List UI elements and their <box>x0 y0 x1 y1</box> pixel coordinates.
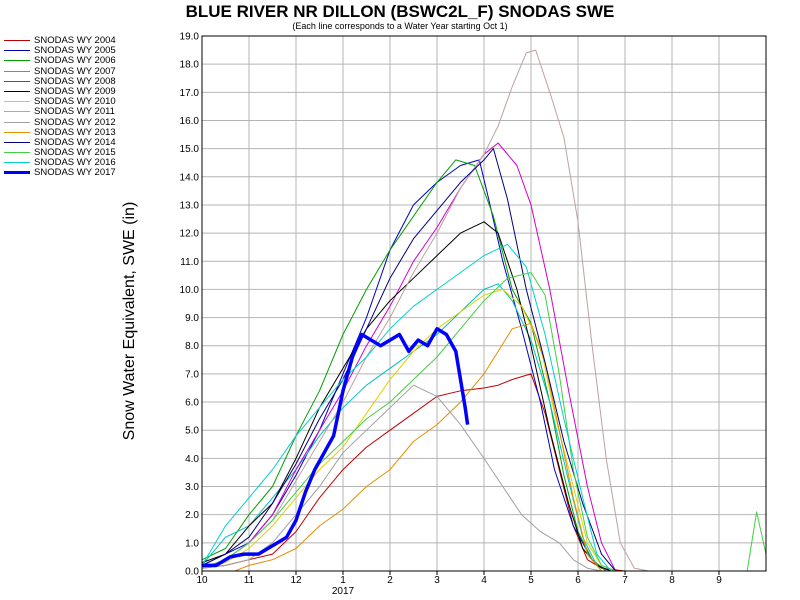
legend-label: SNODAS WY 2004 <box>34 35 116 46</box>
x-tick-label: 2 <box>387 575 393 586</box>
legend-label: SNODAS WY 2008 <box>34 75 116 87</box>
series-line-snodas-wy-2004 <box>201 373 626 572</box>
legend-label: SNODAS WY 2016 <box>34 157 116 169</box>
y-tick-label: 15.0 <box>180 144 200 155</box>
series-line-snodas-wy-2008 <box>201 142 617 572</box>
chart-subtitle: (Each line corresponds to a Water Year s… <box>292 21 508 31</box>
legend-label: SNODAS WY 2014 <box>34 136 116 148</box>
x-tick-label: 10 <box>196 575 208 586</box>
series-line-snodas-wy-2015 <box>201 272 767 572</box>
x-tick-label: 9 <box>716 575 722 586</box>
legend-label: SNODAS WY 2010 <box>34 96 116 108</box>
y-tick-label: 18.0 <box>180 60 200 71</box>
legend-swatch <box>4 50 30 52</box>
legend-label: SNODAS WY 2012 <box>34 116 116 128</box>
legend-swatch <box>4 70 30 72</box>
series-line-snodas-wy-2012 <box>201 384 602 572</box>
y-tick-label: 11.0 <box>180 257 199 268</box>
legend-swatch <box>4 90 30 92</box>
y-tick-label: 9.0 <box>185 313 199 324</box>
x-tick-label: 3 <box>434 575 440 586</box>
x-tick-label: 1 <box>340 575 346 586</box>
x-tick-label: 4 <box>481 575 487 586</box>
series-line-snodas-wy-2014 <box>201 148 616 572</box>
y-tick-label: 5.0 <box>185 426 199 437</box>
legend-label: SNODAS WY 2009 <box>34 85 116 97</box>
legend-swatch <box>4 141 30 143</box>
y-tick-label: 16.0 <box>180 116 200 127</box>
x-tick-label: 5 <box>528 575 534 586</box>
legend-swatch <box>4 80 30 82</box>
series-line-snodas-wy-2006 <box>201 159 607 572</box>
legend-swatch <box>4 101 30 103</box>
x-tick-label: 7 <box>622 575 628 586</box>
chart-title: BLUE RIVER NR DILLON (BSWC2L_F) SNODAS S… <box>185 2 615 21</box>
y-tick-label: 17.0 <box>180 88 200 99</box>
y-tick-label: 2.0 <box>185 510 199 521</box>
x-tick-label: 6 <box>575 575 581 586</box>
legend-swatch <box>4 131 30 133</box>
legend-swatch <box>4 121 30 123</box>
y-tick-label: 10.0 <box>180 285 200 296</box>
x-year-label: 2017 <box>332 586 355 597</box>
legend-label: SNODAS WY 2013 <box>34 126 116 138</box>
series-line-snodas-wy-2013 <box>202 322 602 572</box>
legend-swatch <box>4 111 30 113</box>
legend-swatch <box>4 162 30 164</box>
legend-swatch <box>4 152 30 154</box>
legend-label: SNODAS WY 2017 <box>34 167 116 179</box>
series-layer <box>201 49 767 572</box>
y-tick-label: 19.0 <box>180 32 200 43</box>
y-tick-label: 1.0 <box>185 538 199 549</box>
axes: 0.01.02.03.04.05.06.07.08.09.010.011.012… <box>180 32 767 597</box>
y-tick-label: 7.0 <box>185 369 199 380</box>
plot-frame <box>201 35 767 572</box>
legend-label: SNODAS WY 2011 <box>34 106 115 118</box>
y-tick-label: 6.0 <box>185 398 199 409</box>
legend-label: SNODAS WY 2007 <box>34 65 116 77</box>
x-tick-label: 11 <box>244 575 255 586</box>
legend-label: SNODAS WY 2015 <box>34 147 116 159</box>
legend-swatch <box>4 171 30 175</box>
legend-label: SNODAS WY 2006 <box>34 55 116 67</box>
series-line-snodas-wy-2016 <box>201 243 612 572</box>
legend-swatch <box>4 60 30 62</box>
x-tick-label: 12 <box>290 575 302 586</box>
series-line-snodas-wy-2011 <box>201 49 649 572</box>
y-tick-label: 12.0 <box>180 229 200 240</box>
y-tick-label: 13.0 <box>180 200 200 211</box>
x-tick-label: 8 <box>669 575 675 586</box>
y-tick-label: 4.0 <box>185 454 199 465</box>
legend-label: SNODAS WY 2005 <box>34 45 116 57</box>
series-line-snodas-wy-2009 <box>201 221 612 572</box>
y-tick-label: 0.0 <box>185 567 199 578</box>
y-tick-label: 3.0 <box>185 482 199 493</box>
series-line-snodas-wy-2017 <box>202 327 470 568</box>
legend-swatch <box>4 40 30 41</box>
y-tick-label: 14.0 <box>180 172 200 183</box>
y-tick-label: 8.0 <box>185 341 199 352</box>
